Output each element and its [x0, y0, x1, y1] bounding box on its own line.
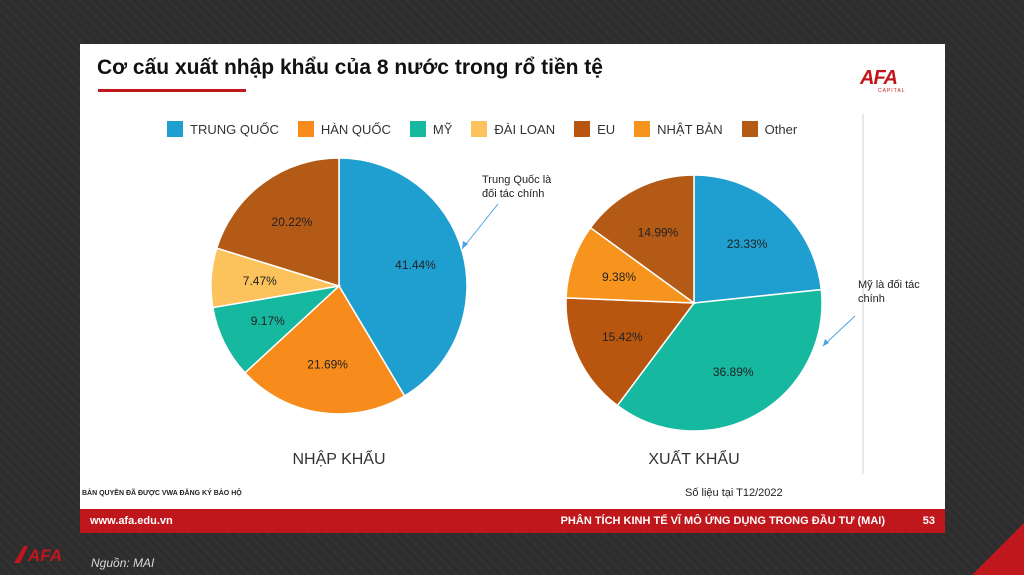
legend-swatch — [409, 121, 426, 137]
pie-slice-label: 21.69% — [307, 358, 348, 372]
afa-logo-mark: AFA — [860, 67, 898, 89]
legend-swatch — [471, 121, 488, 137]
footer-title: PHÂN TÍCH KINH TẾ VĨ MÔ ỨNG DỤNG TRONG Đ… — [560, 515, 885, 527]
pie-slice — [243, 284, 406, 415]
legend-swatch — [574, 121, 591, 137]
pie-slice-label: 36.89% — [713, 365, 754, 379]
pie-slice-label: 15.42% — [602, 330, 643, 344]
slide-title: Cơ cấu xuất nhập khẩu của 8 nước trong r… — [97, 56, 603, 79]
footer-url: www.afa.edu.vn — [90, 515, 173, 527]
pie-slice-label: 9.17% — [251, 314, 285, 328]
title-underline — [98, 89, 246, 92]
annotation-export: Mỹ là đối tác chính — [858, 278, 920, 306]
legend-label: HÀN QUỐC — [320, 121, 391, 137]
pie-slice-label: 41.44% — [395, 258, 436, 272]
annotation-export-line-2: chính — [858, 293, 885, 305]
annotation-import-line-2: đối tác chính — [482, 188, 545, 200]
legend-item: TRUNG QUỐC — [167, 121, 279, 137]
footer-bar: www.afa.edu.vn PHÂN TÍCH KINH TẾ VĨ MÔ Ứ… — [80, 509, 945, 533]
annotation-import-line-1: Trung Quốc là — [482, 174, 552, 186]
bottom-afa-logo: AFA — [12, 543, 72, 569]
legend-item: NHẬT BẢN — [634, 121, 723, 137]
pie-slice-label: 20.22% — [272, 215, 313, 229]
legend-item: HÀN QUỐC — [297, 121, 391, 137]
legend-label: TRUNG QUỐC — [190, 121, 279, 137]
annotation-export-line-1: Mỹ là đối tác — [858, 279, 920, 291]
pie-slice-label: 14.99% — [638, 225, 679, 239]
legend-label: MỸ — [432, 121, 453, 137]
afa-logo-sub: CAPITAL — [878, 88, 906, 94]
chart-legend: TRUNG QUỐC HÀN QUỐC MỸ ĐÀI LOAN EU NHẬT BẢN Ot… — [167, 121, 816, 137]
annotation-arrow-import — [461, 203, 499, 250]
slide: Cơ cấu xuất nhập khẩu của 8 nước trong r… — [80, 44, 945, 533]
pie-slice — [338, 157, 468, 397]
legend-item: EU — [574, 121, 615, 137]
pie-slice-label: 7.47% — [243, 274, 277, 288]
legend-label: EU — [597, 121, 616, 137]
data-date-note: Số liệu tại T12/2022 — [685, 487, 783, 499]
pie-slice — [693, 174, 823, 304]
annotation-arrowhead-export — [823, 339, 829, 346]
bottom-logo-mark-icon — [14, 546, 28, 563]
annotation-arrow-export — [822, 315, 856, 347]
pie-slice-label: 23.33% — [727, 237, 768, 251]
legend-item: ĐÀI LOAN — [471, 121, 555, 137]
pie-charts: 41.44% 21.69% 9.17% 7.47% 20.22% NHẬP KHẨU 23.… — [210, 114, 864, 474]
legend-swatch — [297, 121, 314, 137]
pie-slice — [565, 297, 696, 407]
legend-swatch — [741, 121, 758, 137]
legend-item: MỸ — [409, 121, 453, 137]
legend-swatch — [634, 121, 651, 137]
legend-label: Other — [764, 121, 798, 137]
legend-label: ĐÀI LOAN — [494, 121, 556, 137]
source-note: Nguồn: MAI — [91, 556, 155, 570]
legend-item: Other — [741, 121, 798, 137]
pie-slice-label: 9.38% — [602, 270, 636, 284]
annotation-arrowhead-import — [462, 241, 468, 249]
legend-label: NHẬT BẢN — [657, 121, 723, 137]
corner-accent — [972, 523, 1024, 575]
page-number: 53 — [922, 515, 935, 527]
pie-slice — [565, 226, 697, 304]
bottom-logo-text: AFA — [28, 546, 62, 565]
annotation-import: Trung Quốc là đối tác chính — [482, 173, 551, 201]
legend-swatch — [167, 121, 183, 137]
pie-chart-title: XUẤT KHẨU — [648, 449, 739, 468]
copyright-notice: BẢN QUYỀN ĐÃ ĐƯỢC VWA ĐĂNG KÝ BẢO HỘ — [82, 490, 242, 497]
afa-logo: AFA CAPITAL — [860, 64, 920, 96]
pie-slice — [215, 157, 340, 288]
pie-chart-title: NHẬP KHẨU — [292, 449, 385, 468]
pie-slice — [616, 288, 823, 432]
pie-slice — [589, 174, 695, 305]
